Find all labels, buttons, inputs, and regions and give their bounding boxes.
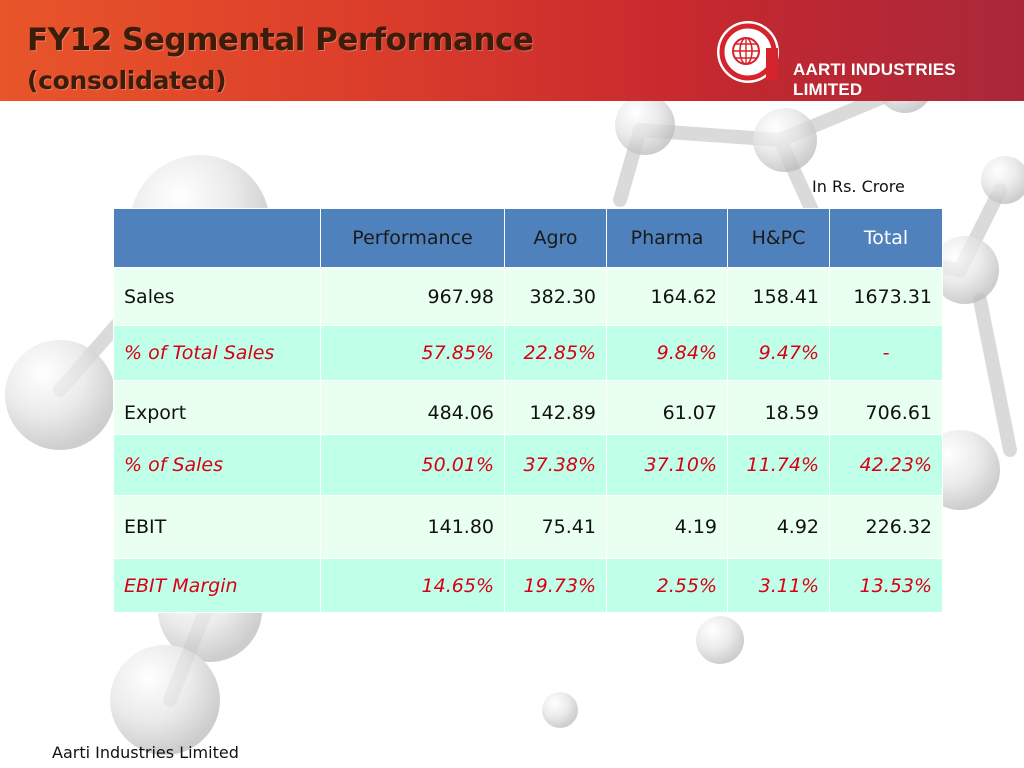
segment-performance-table: Performance Agro Pharma H&PC Total Sales… bbox=[113, 208, 943, 613]
row-label: % of Sales bbox=[113, 434, 321, 496]
table-row-ebit: EBIT 141.80 75.41 4.19 4.92 226.32 bbox=[113, 495, 943, 559]
column-header-pharma: Pharma bbox=[606, 208, 728, 268]
cell-agro: 382.30 bbox=[504, 267, 607, 326]
cell-total: 226.32 bbox=[829, 495, 943, 559]
table-header-row: Performance Agro Pharma H&PC Total bbox=[113, 208, 943, 268]
cell-performance: 14.65% bbox=[320, 558, 505, 613]
cell-agro: 19.73% bbox=[504, 558, 607, 613]
cell-hpc: 158.41 bbox=[727, 267, 830, 326]
footer-company-name: Aarti Industries Limited bbox=[52, 743, 239, 762]
table-row-export: Export 484.06 142.89 61.07 18.59 706.61 bbox=[113, 380, 943, 435]
page-title: FY12 Segmental Performance bbox=[27, 22, 534, 58]
cell-pharma: 37.10% bbox=[606, 434, 728, 496]
cell-hpc: 11.74% bbox=[727, 434, 830, 496]
cell-hpc: 18.59 bbox=[727, 380, 830, 435]
row-label: EBIT Margin bbox=[113, 558, 321, 613]
table-row-pct-total-sales: % of Total Sales 57.85% 22.85% 9.84% 9.4… bbox=[113, 325, 943, 381]
unit-note: In Rs. Crore bbox=[812, 177, 905, 196]
cell-agro: 22.85% bbox=[504, 325, 607, 381]
cell-hpc: 3.11% bbox=[727, 558, 830, 613]
table-row-pct-sales: % of Sales 50.01% 37.38% 37.10% 11.74% 4… bbox=[113, 434, 943, 496]
cell-total: 1673.31 bbox=[829, 267, 943, 326]
cell-total: - bbox=[829, 325, 943, 381]
cell-agro: 75.41 bbox=[504, 495, 607, 559]
cell-total: 42.23% bbox=[829, 434, 943, 496]
cell-performance: 967.98 bbox=[320, 267, 505, 326]
row-label: % of Total Sales bbox=[113, 325, 321, 381]
cell-pharma: 9.84% bbox=[606, 325, 728, 381]
cell-hpc: 4.92 bbox=[727, 495, 830, 559]
column-header-performance: Performance bbox=[320, 208, 505, 268]
cell-agro: 37.38% bbox=[504, 434, 607, 496]
company-logo-icon bbox=[717, 21, 779, 83]
cell-pharma: 61.07 bbox=[606, 380, 728, 435]
row-label: Export bbox=[113, 380, 321, 435]
company-logo-text: AARTI INDUSTRIES LIMITED bbox=[793, 60, 956, 99]
cell-performance: 484.06 bbox=[320, 380, 505, 435]
cell-total: 706.61 bbox=[829, 380, 943, 435]
cell-performance: 57.85% bbox=[320, 325, 505, 381]
table-row-ebit-margin: EBIT Margin 14.65% 19.73% 2.55% 3.11% 13… bbox=[113, 558, 943, 613]
table-row-sales: Sales 967.98 382.30 164.62 158.41 1673.3… bbox=[113, 267, 943, 326]
column-header-agro: Agro bbox=[504, 208, 607, 268]
page-subtitle: (consolidated) bbox=[27, 66, 227, 95]
cell-total: 13.53% bbox=[829, 558, 943, 613]
column-header-blank bbox=[113, 208, 321, 268]
cell-performance: 141.80 bbox=[320, 495, 505, 559]
cell-agro: 142.89 bbox=[504, 380, 607, 435]
row-label: Sales bbox=[113, 267, 321, 326]
cell-performance: 50.01% bbox=[320, 434, 505, 496]
cell-pharma: 2.55% bbox=[606, 558, 728, 613]
column-header-hpc: H&PC bbox=[727, 208, 830, 268]
column-header-total: Total bbox=[829, 208, 943, 268]
cell-pharma: 4.19 bbox=[606, 495, 728, 559]
row-label: EBIT bbox=[113, 495, 321, 559]
title-banner: FY12 Segmental Performance (consolidated… bbox=[0, 0, 1024, 101]
cell-hpc: 9.47% bbox=[727, 325, 830, 381]
cell-pharma: 164.62 bbox=[606, 267, 728, 326]
